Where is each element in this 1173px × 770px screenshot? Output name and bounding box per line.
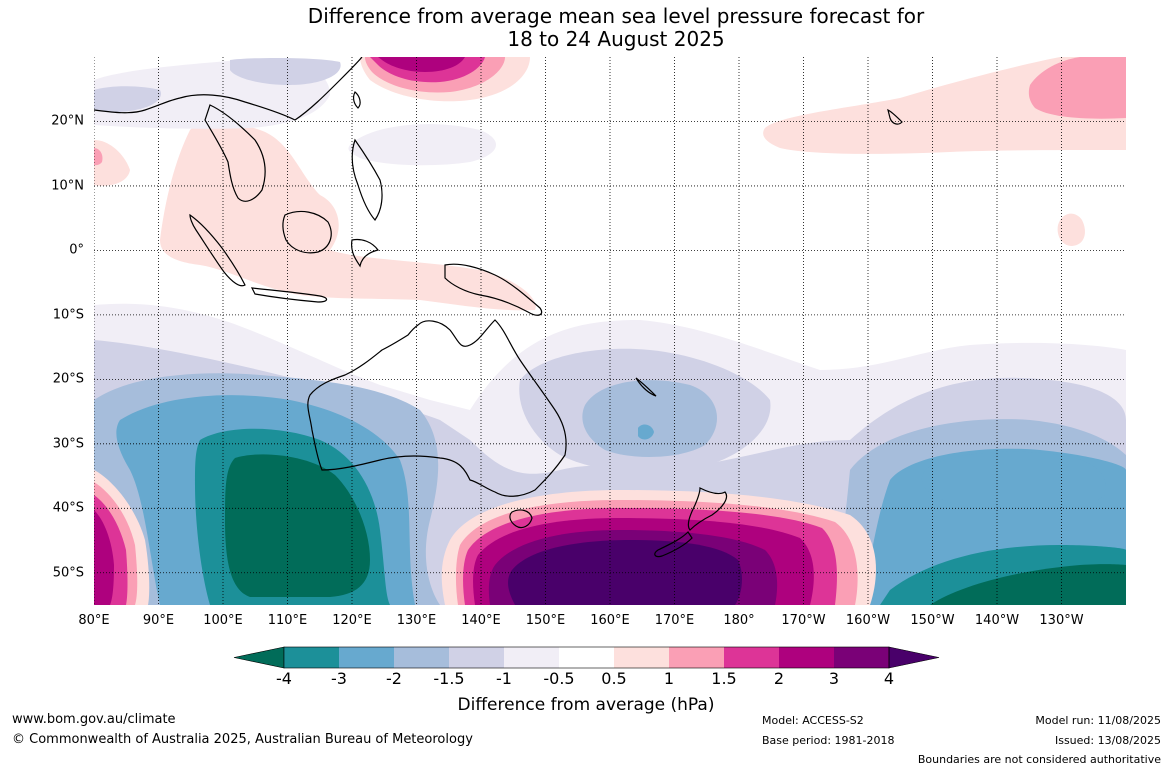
- coastline-borneo: [282, 210, 332, 254]
- colorbar-tick-label: 1: [663, 669, 675, 688]
- colorbar-tick-label: -2: [386, 669, 402, 688]
- longitude-label: 80°E: [78, 613, 110, 628]
- graticule: [94, 57, 1126, 605]
- chart-title: Difference from average mean sea level p…: [0, 5, 1173, 51]
- longitude-label: 120°E: [332, 613, 372, 628]
- model-run-date: Model run: 11/08/2025: [1035, 714, 1161, 727]
- coastline-java: [250, 287, 328, 303]
- coastline-hawaii: [887, 108, 903, 125]
- anomaly-fill-bengal-plus05: [94, 140, 130, 186]
- colorbar-label: Difference from average (hPa): [457, 695, 715, 715]
- model-name: Model: ACCESS-S2: [762, 714, 864, 727]
- longitude-label: 150°E: [525, 613, 566, 628]
- colorbar-tick-label: 4: [883, 669, 895, 688]
- latitude-label: 20°N: [51, 113, 84, 129]
- colorbar-tick-label: 1.5: [711, 669, 737, 688]
- anomaly-fill-north-pacific-plus1: [1028, 57, 1126, 119]
- issued-date: Issued: 13/08/2025: [1054, 734, 1161, 747]
- latitude-label: 50°S: [52, 565, 84, 581]
- latitude-label: 10°N: [51, 178, 84, 194]
- latitude-label: 0°: [69, 242, 84, 258]
- base-period: Base period: 1981-2018: [762, 734, 895, 747]
- anomaly-fill-maritime-plus05: [160, 120, 536, 311]
- coastline-taiwan: [352, 91, 361, 109]
- anomaly-fill-asia-minus1b: [230, 57, 341, 85]
- colorbar-tick-label: 2: [773, 669, 785, 688]
- coastline-india-east: [94, 97, 181, 114]
- coastline-australia: [307, 319, 567, 497]
- coastline-philippines: [351, 138, 383, 221]
- anomaly-fill-coral-sea-minus15: [582, 380, 717, 457]
- longitude-label: 150°W: [910, 613, 955, 628]
- colorbar-tick-label: 3: [828, 669, 840, 688]
- longitude-label: 130°E: [396, 613, 437, 628]
- longitude-label: 140°E: [461, 613, 501, 628]
- anomaly-fill-pacific-low-minus4: [930, 564, 1126, 605]
- longitude-label: 170°E: [654, 613, 695, 628]
- anomaly-fill-coral-sea-minus2: [638, 424, 654, 440]
- latitude-label: 10°S: [52, 307, 84, 323]
- coastline-china: [179, 57, 363, 121]
- anomaly-fill-indian-low-minus4: [225, 454, 370, 597]
- anomaly-fill-bengal-plus1: [94, 148, 103, 166]
- boundaries-disclaimer: Boundaries are not considered authoritat…: [917, 753, 1161, 766]
- coastline-sulawesi: [351, 238, 380, 268]
- title-line-2: 18 to 24 August 2025: [507, 27, 725, 51]
- colorbar-tick-label: -1: [496, 669, 512, 688]
- colorbar-tick-label: -1.5: [433, 669, 465, 688]
- longitude-label: 160°W: [845, 613, 891, 628]
- colorbar-tick-label: 0.5: [601, 669, 627, 688]
- website-link[interactable]: www.bom.gov.au/climate: [12, 712, 176, 727]
- coastline-sumatra: [189, 213, 246, 287]
- anomaly-fill-philippine-sea-minus05: [348, 124, 497, 166]
- colorbar-tick-label: -3: [331, 669, 347, 688]
- latitude-label: 40°S: [52, 500, 84, 516]
- anomaly-fill-pacific-low-minus2b: [921, 451, 1106, 509]
- latitude-label: 20°S: [52, 371, 84, 387]
- longitude-label: 180°: [723, 613, 755, 628]
- longitude-label: 160°E: [590, 613, 630, 628]
- colorbar-tick-label: -4: [276, 669, 292, 688]
- longitude-label: 130°W: [1039, 613, 1084, 628]
- coastline-new-zealand-south: [654, 531, 693, 558]
- longitude-label: 140°W: [974, 613, 1020, 628]
- longitude-label: 100°E: [203, 613, 243, 628]
- longitude-label: 110°E: [267, 613, 308, 628]
- coastline-new-caledonia: [635, 377, 657, 397]
- anomaly-fill-central-pacific-plus05: [1057, 213, 1085, 246]
- coastline-indochina: [204, 104, 266, 202]
- latitude-label: 30°S: [52, 436, 84, 452]
- colorbar-tick-label: -0.5: [543, 669, 575, 688]
- title-line-1: Difference from average mean sea level p…: [307, 4, 925, 28]
- anomaly-fill-sw-indian-high-plus2: [94, 510, 114, 605]
- coastline-new-zealand-north: [687, 487, 728, 531]
- anomaly-fill-scs-high-plus2: [378, 57, 465, 72]
- coastline-tasmania: [509, 509, 533, 529]
- longitude-label: 170°W: [781, 613, 826, 628]
- longitude-label: 90°E: [142, 613, 175, 628]
- copyright-text: © Commonwealth of Australia 2025, Austra…: [12, 732, 473, 747]
- anomaly-fill-asia-minus1: [94, 86, 161, 112]
